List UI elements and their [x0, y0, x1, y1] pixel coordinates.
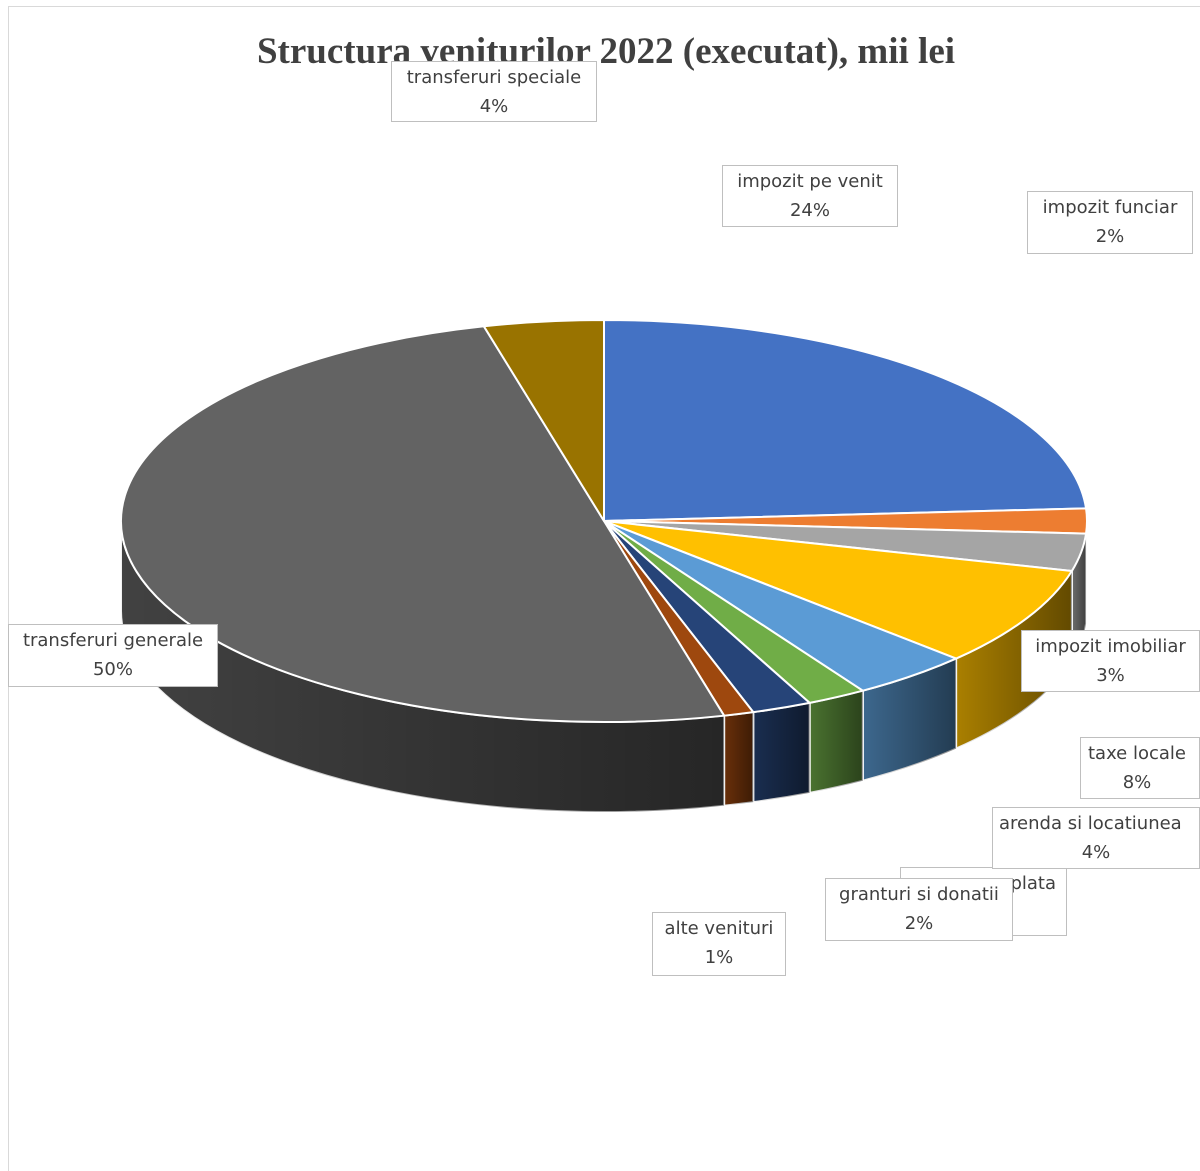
- slice-impozit-pe-venit: [603, 319, 1088, 522]
- chart-title: Structura veniturilor 2022 (executat), m…: [256, 31, 956, 72]
- label-granturi-si-donatii: granturi si donatii 2%: [825, 878, 1013, 941]
- label-taxe-locale: taxe locale 8%: [1080, 737, 1200, 799]
- label-impozit-funciar: impozit funciar 2%: [1027, 191, 1193, 254]
- label-impozit-imobiliar: impozit imobiliar 3%: [1021, 630, 1200, 692]
- slice-side-shade-transferuri-generale: [121, 521, 725, 813]
- slice-taxe-locale: [603, 520, 1073, 660]
- label-impozit-pe-venit: impozit pe venit 24%: [722, 165, 898, 227]
- label-transferuri-generale: transferuri generale 50%: [8, 624, 218, 687]
- slice-side-shade-taxe-locale: [956, 570, 1072, 749]
- slice-side-shade-plata: [809, 690, 863, 793]
- slice-side-shade-alte-venituri: [724, 712, 754, 806]
- label-alte-venituri: alte venituri 1%: [652, 912, 786, 976]
- chart-area: [8, 6, 1200, 1171]
- slice-transferuri-generale: [120, 325, 726, 723]
- slice-side-shade-arenda-si-locatiunea: [862, 658, 957, 781]
- slice-transferuri-speciale: [482, 319, 605, 522]
- slice-side-shade-granturi-si-donatii: [753, 702, 810, 803]
- label-transferuri-speciale: transferuri speciale 4%: [391, 61, 597, 122]
- label-arenda-si-locatiunea: arenda si locatiunea 4%: [992, 807, 1200, 869]
